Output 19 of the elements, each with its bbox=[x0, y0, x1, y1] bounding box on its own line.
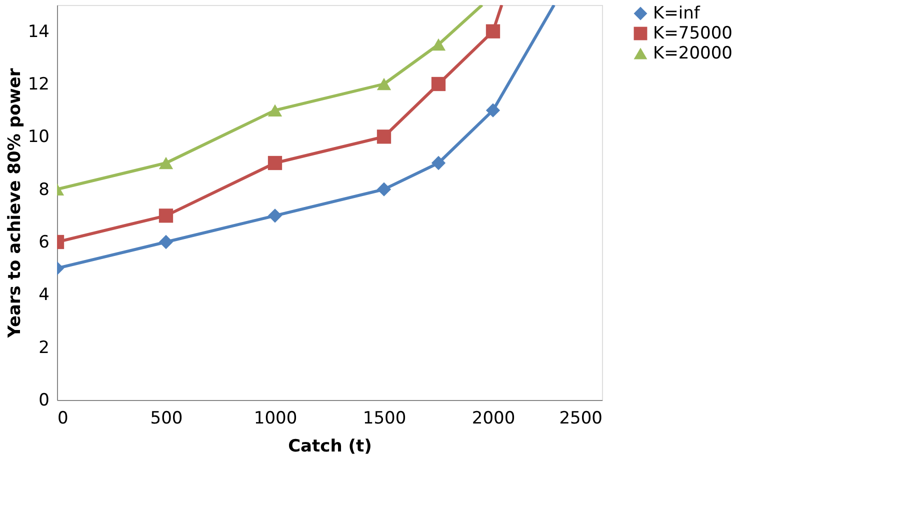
y-tick-label: 10 bbox=[28, 127, 50, 148]
x-tick-label: 500 bbox=[150, 408, 183, 428]
y-tick-label: 4 bbox=[38, 285, 50, 306]
legend-label: K=inf bbox=[653, 4, 701, 24]
y-tick-label: 6 bbox=[38, 232, 50, 252]
x-tick-label: 1000 bbox=[254, 408, 298, 428]
y-tick-label: 14 bbox=[28, 22, 50, 42]
y-tick-label: 2 bbox=[38, 338, 50, 358]
y-tick-label: 12 bbox=[28, 74, 50, 94]
x-tick-label: 1500 bbox=[362, 408, 406, 428]
x-tick-label: 2500 bbox=[559, 408, 602, 428]
x-axis-title: Catch (t) bbox=[288, 436, 372, 456]
legend-label: K=20000 bbox=[653, 44, 732, 64]
y-axis-title: Years to achieve 80% power bbox=[4, 68, 25, 339]
x-tick-label: 2000 bbox=[472, 408, 516, 428]
x-tick-label: 0 bbox=[58, 408, 68, 428]
y-tick-label: 8 bbox=[38, 180, 50, 200]
y-tick-label: 0 bbox=[38, 390, 50, 410]
legend-label: K=75000 bbox=[653, 24, 732, 44]
